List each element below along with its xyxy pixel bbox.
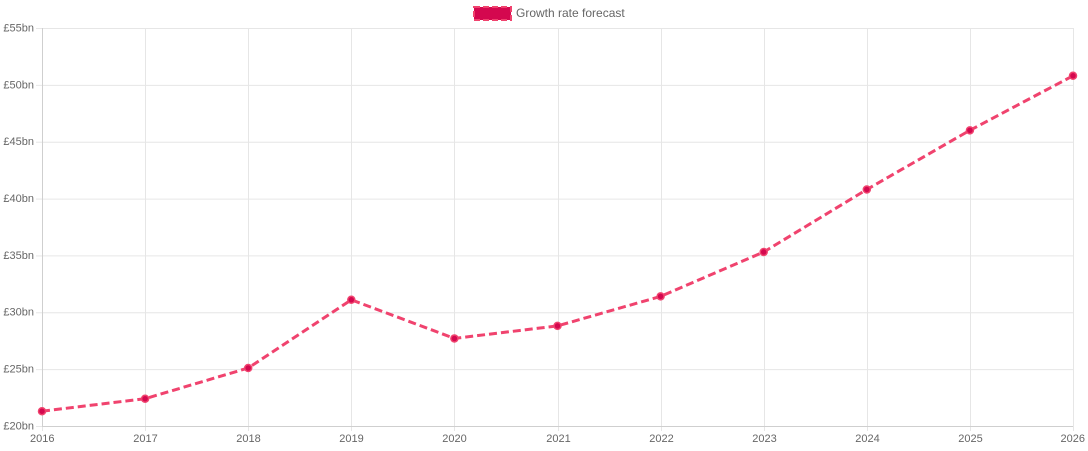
x-tick-label: 2023 [752, 433, 776, 445]
y-tick-label: £50bn [3, 79, 34, 91]
x-tick-label: 2026 [1061, 433, 1085, 445]
legend-label[interactable]: Growth rate forecast [516, 6, 625, 20]
data-point[interactable] [1068, 71, 1078, 81]
y-axis-ticks: £20bn £25bn £30bn £35bn £40bn £45bn £50bn £55bn [3, 22, 34, 432]
data-point[interactable] [450, 334, 459, 343]
x-axis-ticks: 2016 2017 2018 2019 2020 2021 2022 2023 2024 2025… [30, 433, 1085, 445]
axes [36, 28, 1074, 431]
y-tick-label: £55bn [3, 22, 34, 34]
data-point[interactable] [140, 394, 150, 403]
data-points [37, 71, 1078, 416]
y-tick-label: £35bn [3, 250, 34, 262]
series-growth-rate-forecast [41, 74, 1074, 413]
y-tick-label: £30bn [3, 307, 34, 319]
data-point[interactable] [656, 292, 665, 301]
data-point[interactable] [965, 126, 975, 135]
x-tick-label: 2017 [133, 433, 157, 445]
x-tick-label: 2020 [442, 433, 466, 445]
y-tick-label: £40bn [3, 193, 34, 205]
x-tick-label: 2018 [236, 433, 260, 445]
data-point[interactable] [553, 321, 562, 331]
data-point[interactable] [347, 295, 356, 305]
data-point[interactable] [759, 247, 768, 257]
y-tick-label: £20bn [3, 420, 34, 432]
data-point[interactable] [862, 185, 872, 194]
x-tick-label: 2025 [958, 433, 982, 445]
y-tick-label: £25bn [3, 364, 34, 376]
x-tick-label: 2021 [546, 433, 570, 445]
data-point[interactable] [243, 363, 253, 373]
y-tick-label: £45bn [3, 136, 34, 148]
series-line [41, 74, 1074, 413]
data-point[interactable] [37, 406, 47, 416]
legend-swatch[interactable] [473, 6, 512, 21]
legend[interactable]: Growth rate forecast [473, 6, 625, 21]
x-tick-label: 2016 [30, 433, 54, 445]
x-tick-label: 2022 [649, 433, 673, 445]
x-tick-label: 2019 [339, 433, 363, 445]
x-tick-label: 2024 [855, 433, 879, 445]
grid [42, 28, 1074, 427]
